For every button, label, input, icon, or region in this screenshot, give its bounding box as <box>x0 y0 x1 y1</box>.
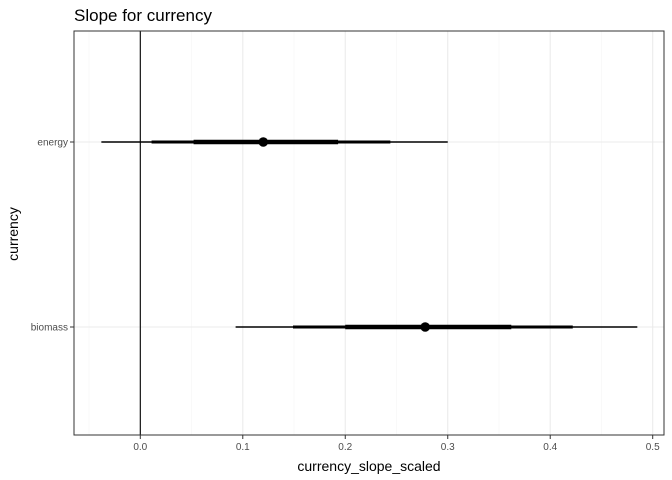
point-estimate <box>258 137 269 147</box>
point-estimate <box>420 322 430 332</box>
x-tick-label: 0.3 <box>441 442 455 453</box>
y-axis: energy biomass <box>31 138 74 334</box>
x-tick-label: 0.1 <box>236 442 250 453</box>
panel-border <box>73 30 665 436</box>
x-tick-label: 0.5 <box>646 442 660 453</box>
series-energy <box>101 137 448 147</box>
data-marks <box>101 137 638 332</box>
y-axis-title: currency <box>5 207 21 261</box>
x-tick-label: 0.4 <box>543 442 557 453</box>
chart-title: Slope for currency <box>74 6 212 25</box>
y-tick-label: biomass <box>31 323 68 334</box>
x-tick-label: 0.0 <box>133 442 147 453</box>
y-tick-label: energy <box>37 138 68 149</box>
x-axis: 0.0 0.1 0.2 0.3 0.4 0.5 <box>133 435 660 453</box>
series-biomass <box>235 322 638 332</box>
x-tick-label: 0.2 <box>338 442 352 453</box>
x-axis-title: currency_slope_scaled <box>297 458 440 474</box>
